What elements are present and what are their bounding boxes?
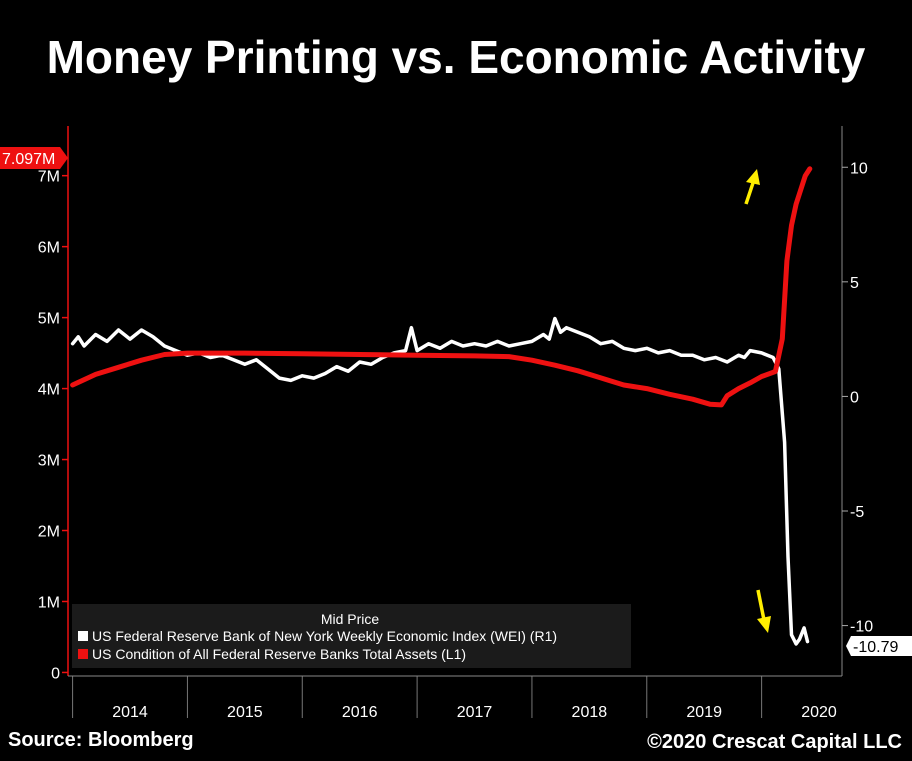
last-value-right: -10.79 xyxy=(846,636,912,656)
series-layer xyxy=(70,166,813,646)
last-value-left-text: 7.097M xyxy=(2,151,55,168)
chart-title: Money Printing vs. Economic Activity xyxy=(46,31,866,83)
left-tick-label: 7M xyxy=(38,169,60,186)
legend: Mid Price US Federal Reserve Bank of New… xyxy=(72,604,631,668)
x-gridlines xyxy=(72,676,763,718)
series-line-wei xyxy=(70,316,810,646)
legend-swatch-wei xyxy=(78,631,88,641)
right-tick-label: -5 xyxy=(850,504,864,521)
down-arrow-icon xyxy=(756,589,771,633)
x-tick-label: 2015 xyxy=(227,704,263,721)
last-value-labels: 7.097M -10.79 xyxy=(0,147,912,656)
left-tick-label: 5M xyxy=(38,311,60,328)
up-arrow-icon xyxy=(744,169,760,205)
left-tick-label: 2M xyxy=(38,524,60,541)
right-tick-label: 10 xyxy=(850,160,868,177)
legend-box xyxy=(72,604,631,668)
left-tick-label: 3M xyxy=(38,453,60,470)
x-axis-ticks: 2014 2015 2016 2017 2018 2019 2020 xyxy=(112,704,837,721)
copyright-label: ©2020 Crescat Capital LLC xyxy=(647,731,902,753)
last-value-left: 7.097M xyxy=(0,147,68,169)
legend-swatch-assets xyxy=(78,649,88,659)
axes xyxy=(67,126,843,677)
right-tick-label: 5 xyxy=(850,275,859,292)
last-value-right-text: -10.79 xyxy=(853,639,898,656)
series-line-assets xyxy=(70,166,813,408)
left-tick-label: 4M xyxy=(38,382,60,399)
right-tick-label: 0 xyxy=(850,389,859,406)
x-tick-label: 2017 xyxy=(457,704,493,721)
x-tick-label: 2018 xyxy=(572,704,608,721)
legend-header: Mid Price xyxy=(321,611,380,627)
left-tick-label: 0 xyxy=(51,665,60,682)
right-axis-ticks: -10 -5 0 5 10 xyxy=(842,160,873,636)
x-tick-label: 2020 xyxy=(801,704,837,721)
left-tick-label: 1M xyxy=(38,594,60,611)
arrows xyxy=(744,169,771,633)
x-tick-label: 2016 xyxy=(342,704,378,721)
x-tick-label: 2019 xyxy=(686,704,722,721)
source-label: Source: Bloomberg xyxy=(8,729,194,751)
right-tick-label: -10 xyxy=(850,619,873,636)
x-tick-label: 2014 xyxy=(112,704,148,721)
left-tick-label: 6M xyxy=(38,240,60,257)
left-axis-ticks: 0 1M 2M 3M 4M 5M 6M 7M xyxy=(38,169,68,682)
legend-entry-assets: US Condition of All Federal Reserve Bank… xyxy=(92,646,466,662)
legend-entry-wei: US Federal Reserve Bank of New York Week… xyxy=(92,628,557,644)
